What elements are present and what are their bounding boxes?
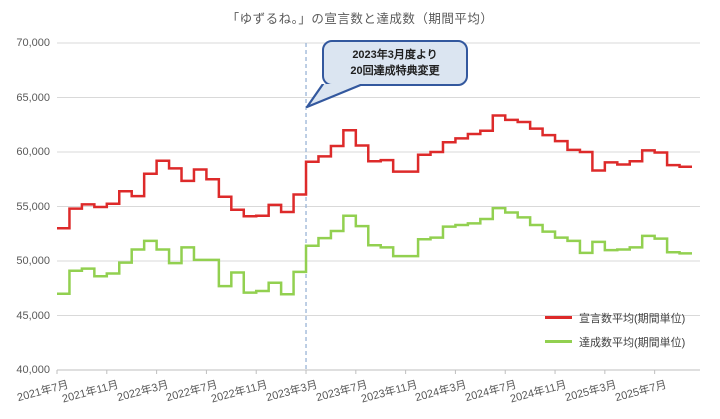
y-axis-tick-label: 70,000 (16, 37, 50, 49)
y-axis-tick-label: 45,000 (16, 309, 50, 322)
legend-label-achievements: 達成数平均(期間単位) (579, 336, 686, 349)
series-line-declarations (57, 114, 692, 230)
annotation-callout-tail (305, 84, 365, 109)
legend-item-achievements: 達成数平均(期間単位) (545, 333, 685, 350)
y-axis-tick-label: 60,000 (16, 146, 50, 158)
legend: 宣言数平均(期間単位) 達成数平均(期間単位) (545, 309, 685, 357)
series-line-achievements (57, 206, 692, 296)
legend-label-declarations: 宣言数平均(期間単位) (579, 312, 686, 325)
annotation-callout: 2023年3月度より 20回達成特典変更 (322, 40, 468, 86)
y-axis-tick-label: 55,000 (16, 200, 50, 213)
legend-swatch-achievements (545, 340, 572, 343)
legend-item-declarations: 宣言数平均(期間単位) (545, 309, 685, 326)
annotation-text-line2: 20回達成特典変更 (350, 65, 440, 77)
legend-swatch-declarations (545, 316, 572, 319)
y-axis-tick-label: 65,000 (16, 91, 50, 104)
chart-title: 「ゆずるね。」の宣言数と達成数（期間平均） (226, 12, 494, 26)
annotation-text-line1: 2023年3月度より (352, 49, 438, 61)
y-axis-tick-label: 40,000 (16, 364, 50, 376)
y-axis-tick-label: 50,000 (16, 255, 50, 267)
